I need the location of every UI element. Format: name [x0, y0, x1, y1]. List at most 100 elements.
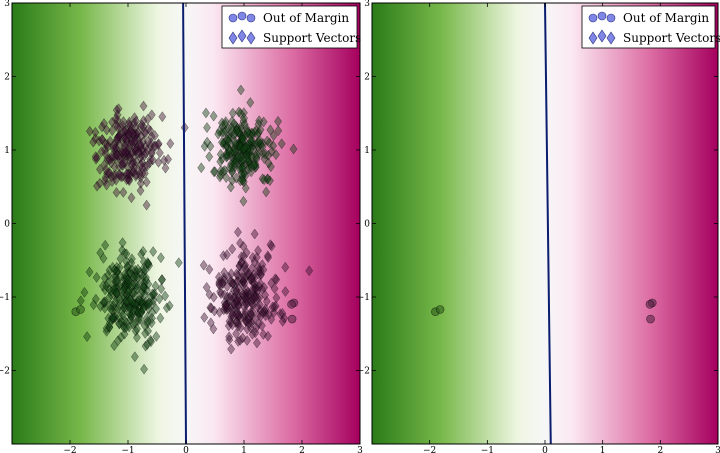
support-vector-point — [200, 312, 209, 323]
support-vector-point — [93, 180, 101, 192]
support-vector-point — [155, 293, 164, 305]
y-tick-label: −1 — [357, 293, 370, 303]
support-vector-point — [246, 97, 255, 108]
support-vector-point — [119, 309, 127, 321]
left-plot-panel: −2 −1 0 1 2 3 −2 −1 0 1 2 3 Out of Margin Support V… — [0, 0, 363, 453]
points-left — [71, 84, 314, 375]
support-vector-point — [158, 111, 167, 123]
support-vector-point — [237, 251, 246, 263]
support-vector-point — [130, 351, 139, 363]
support-vector-point — [230, 299, 239, 310]
support-vector-point — [140, 126, 149, 138]
support-vector-point — [101, 148, 110, 160]
support-vector-point — [151, 140, 160, 152]
support-vector-point — [232, 172, 241, 184]
support-vector-point — [130, 286, 139, 298]
support-vector-point — [96, 247, 105, 259]
out-of-margin-point — [435, 305, 445, 314]
support-vector-point — [240, 260, 249, 272]
support-vector-point — [255, 135, 264, 146]
support-vector-point — [146, 154, 155, 166]
support-vector-point — [281, 286, 290, 297]
support-vector-point — [231, 136, 240, 148]
support-vector-point — [113, 114, 122, 126]
support-vector-point — [244, 313, 253, 324]
support-vector-point — [232, 328, 241, 340]
support-vector-point — [249, 160, 258, 171]
support-vector-point — [207, 302, 216, 314]
support-vector-point — [247, 309, 256, 321]
x-tick-label: 1 — [241, 446, 247, 453]
y-tick-label: 0 — [364, 220, 370, 230]
right-plot-panel: −2 −1 0 1 2 3 −2 −1 0 1 2 3 Out of Margin Support V… — [357, 0, 720, 453]
support-vector-point — [150, 140, 159, 152]
support-vector-point — [139, 100, 148, 112]
support-vector-point — [222, 140, 231, 152]
support-vector-point — [281, 261, 290, 273]
support-vector-point — [231, 138, 240, 150]
support-vector-point — [136, 140, 145, 152]
support-vector-point — [122, 256, 131, 268]
legend-circle-marker — [237, 11, 247, 21]
support-vector-point — [162, 302, 171, 314]
support-vector-point — [104, 277, 112, 289]
support-vector-point — [266, 161, 275, 173]
support-vector-point — [96, 163, 104, 175]
support-vector-point — [120, 140, 129, 152]
support-vector-point — [112, 169, 120, 181]
support-vector-point — [105, 166, 114, 178]
support-vector-point — [202, 107, 210, 119]
support-vector-point — [246, 135, 255, 146]
support-vector-point — [270, 283, 279, 295]
support-vector-point — [89, 136, 98, 148]
support-vector-point — [110, 138, 119, 150]
support-vector-point — [227, 268, 236, 280]
support-vector-point — [232, 308, 241, 320]
x-tick-label: 2 — [299, 446, 305, 453]
support-vector-point — [102, 124, 111, 136]
support-vector-point — [107, 157, 116, 169]
support-vector-point — [254, 118, 263, 130]
support-vector-point — [133, 283, 142, 295]
legend-diamond-marker — [588, 31, 598, 45]
support-vector-point — [228, 175, 237, 186]
support-vector-point — [206, 302, 215, 314]
out-of-margin-point — [645, 300, 655, 309]
support-vector-point — [108, 150, 116, 162]
support-vector-point — [200, 141, 209, 152]
support-vector-point — [137, 314, 146, 326]
support-vector-point — [112, 287, 121, 299]
out-of-margin-point — [287, 300, 296, 309]
support-vector-point — [239, 161, 248, 173]
support-vector-point — [128, 297, 137, 309]
support-vector-point — [96, 301, 105, 312]
support-vector-point — [97, 146, 106, 158]
support-vector-point — [96, 177, 104, 189]
support-vector-point — [95, 135, 104, 147]
support-vector-point — [229, 156, 238, 168]
support-vector-point — [227, 290, 235, 301]
support-vector-point — [140, 320, 149, 332]
support-vector-point — [100, 296, 109, 308]
support-vector-point — [228, 243, 237, 255]
support-vector-point — [215, 278, 224, 290]
support-vector-point — [205, 151, 214, 163]
support-vector-point — [224, 272, 233, 283]
support-vector-point — [132, 169, 141, 180]
support-vector-point — [152, 303, 161, 315]
legend-diamond-marker — [606, 31, 616, 45]
support-vector-point — [112, 119, 121, 131]
legend-diamond-markers — [588, 29, 616, 45]
support-vector-point — [107, 313, 116, 325]
support-vector-point — [117, 159, 126, 171]
support-vector-point — [215, 306, 224, 318]
support-vector-point — [156, 312, 165, 324]
support-vector-point — [91, 151, 100, 163]
support-vector-point — [115, 139, 124, 151]
support-vector-point — [161, 290, 170, 302]
support-vector-point — [205, 289, 214, 300]
support-vector-point — [127, 124, 136, 135]
support-vector-point — [261, 310, 270, 322]
support-vector-point — [102, 179, 111, 191]
support-vector-point — [209, 291, 218, 303]
